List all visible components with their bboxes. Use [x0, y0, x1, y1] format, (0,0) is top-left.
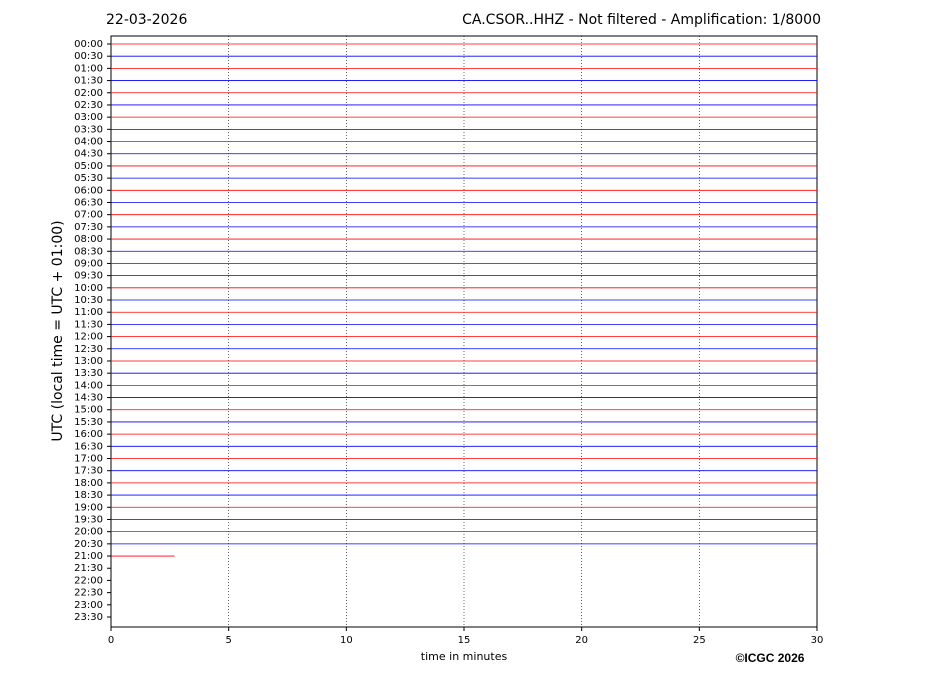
y-tick-label: 13:00: [74, 356, 103, 367]
y-tick-label: 17:00: [74, 454, 103, 465]
y-tick-label: 07:00: [74, 210, 103, 221]
x-tick-label: 25: [693, 635, 706, 646]
y-tick-label: 23:30: [74, 612, 103, 623]
credit: ©ICGC 2026: [736, 651, 805, 665]
y-tick-label: 09:30: [74, 271, 103, 282]
y-tick-label: 23:00: [74, 600, 103, 611]
date: 22-03-2026: [106, 12, 187, 28]
y-tick-label: 14:00: [74, 380, 103, 391]
y-tick-label: 02:30: [74, 100, 103, 111]
y-tick-label: 20:00: [74, 527, 103, 538]
y-tick-label: 18:00: [74, 478, 103, 489]
x-tick-label: 30: [811, 635, 824, 646]
y-tick-label: 00:00: [74, 39, 103, 50]
y-tick-label: 05:00: [74, 161, 103, 172]
y-tick-label: 15:00: [74, 405, 103, 416]
y-tick-label: 11:00: [74, 307, 103, 318]
y-tick-label: 20:30: [74, 539, 103, 550]
y-tick-label: 06:30: [74, 197, 103, 208]
y-tick-label: 10:30: [74, 295, 103, 306]
y-tick-label: 02:00: [74, 88, 103, 99]
y-tick-label: 15:30: [74, 417, 103, 428]
y-tick-label: 18:30: [74, 490, 103, 501]
y-tick-label: 05:30: [74, 173, 103, 184]
y-tick-label: 12:00: [74, 332, 103, 343]
y-tick-label: 21:30: [74, 563, 103, 574]
y-tick-label: 17:30: [74, 466, 103, 477]
y-tick-label: 06:00: [74, 185, 103, 196]
chart-title: CA.CSOR..HHZ - Not filtered - Amplificat…: [462, 12, 821, 28]
x-axis-label: time in minutes: [421, 650, 508, 663]
y-tick-label: 07:30: [74, 222, 103, 233]
y-tick-label: 09:00: [74, 258, 103, 269]
y-tick-label: 19:00: [74, 502, 103, 513]
x-tick-label: 5: [225, 635, 231, 646]
y-tick-label: 03:00: [74, 112, 103, 123]
x-tick-label: 15: [458, 635, 471, 646]
y-tick-label: 03:30: [74, 124, 103, 135]
y-tick-label: 04:30: [74, 149, 103, 160]
y-tick-label: 00:30: [74, 51, 103, 62]
y-tick-label: 08:30: [74, 246, 103, 257]
y-tick-label: 22:30: [74, 588, 103, 599]
y-tick-label: 22:00: [74, 575, 103, 586]
y-tick-label: 01:30: [74, 76, 103, 87]
x-tick-label: 10: [340, 635, 353, 646]
y-tick-label: 13:30: [74, 368, 103, 379]
x-tick-label: 0: [108, 635, 114, 646]
y-tick-label: 04:00: [74, 137, 103, 148]
y-tick-label: 10:00: [74, 283, 103, 294]
y-tick-label: 11:30: [74, 319, 103, 330]
x-tick-label: 20: [575, 635, 588, 646]
y-tick-label: 16:00: [74, 429, 103, 440]
y-tick-label: 21:00: [74, 551, 103, 562]
y-tick-label: 12:30: [74, 344, 103, 355]
y-tick-label: 01:00: [74, 63, 103, 74]
y-tick-label: 14:30: [74, 393, 103, 404]
y-axis-label: UTC (local time = UTC + 01:00): [50, 220, 66, 441]
y-tick-label: 08:00: [74, 234, 103, 245]
y-tick-label: 16:30: [74, 441, 103, 452]
y-tick-label: 19:30: [74, 514, 103, 525]
